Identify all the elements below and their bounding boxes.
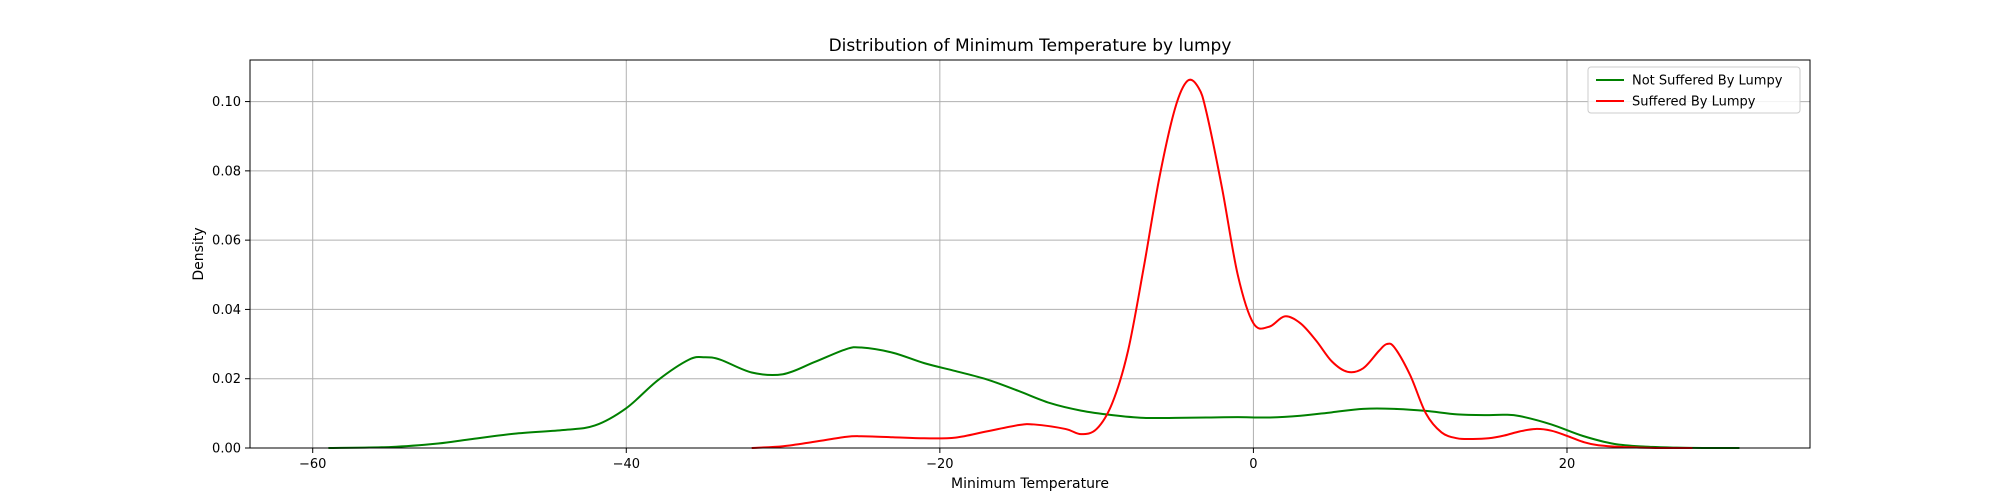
ticks: −60 −40 −20 0 20 0.00 0.02 0.04 0.06 0.08 0.10	[212, 95, 1575, 472]
y-axis-title: Density	[191, 227, 207, 280]
y-tick-label: 0.02	[212, 372, 241, 387]
grid	[250, 60, 1810, 449]
y-tick-label: 0.10	[212, 95, 241, 110]
y-tick-label: 0.06	[212, 234, 241, 249]
y-tick-label: 0.04	[212, 303, 241, 318]
x-tick-label: 0	[1249, 457, 1257, 472]
chart-title: Distribution of Minimum Temperature by l…	[829, 36, 1232, 56]
legend-box	[1587, 66, 1801, 114]
y-tick-label: 0.08	[212, 164, 241, 179]
series-line-1	[751, 78, 1693, 450]
legend-label-1: Suffered By Lumpy	[1632, 95, 1756, 110]
legend-label-0: Not Suffered By Lumpy	[1632, 74, 1783, 89]
x-tick-label: −60	[299, 457, 326, 472]
series-line-0	[328, 346, 1740, 450]
y-tick-label: 0.00	[212, 442, 241, 457]
legend: Not Suffered By Lumpy Suffered By Lumpy	[1587, 66, 1801, 114]
series-layer	[328, 78, 1740, 450]
x-tick-label: −40	[613, 457, 640, 472]
x-tick-label: −20	[926, 457, 953, 472]
x-axis-title: Minimum Temperature	[951, 476, 1109, 492]
plot-frame	[249, 59, 1811, 449]
x-tick-label: 20	[1559, 457, 1576, 472]
